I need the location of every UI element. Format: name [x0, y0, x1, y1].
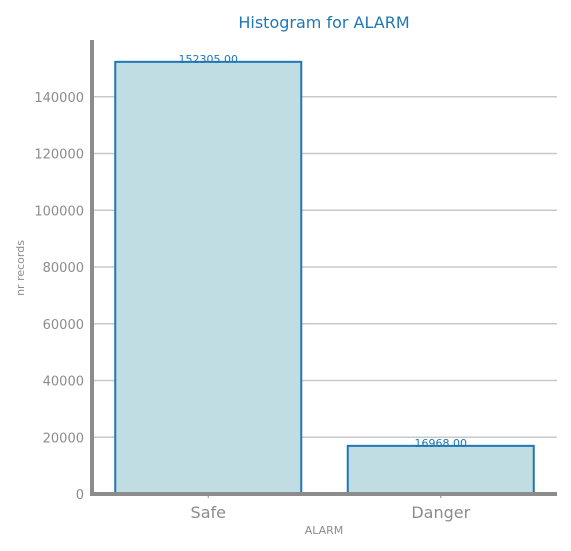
axes [90, 40, 557, 496]
x-axis-label: ALARM [305, 524, 344, 537]
y-tick-label: 0 [76, 488, 84, 503]
y-tick-label: 120000 [34, 148, 84, 163]
y-tick-label: 100000 [34, 204, 84, 219]
x-tick-label: Safe [191, 503, 226, 522]
y-tick-label: 60000 [43, 318, 84, 333]
y-tick-label: 40000 [43, 375, 84, 390]
data-labels: 152305.00 16968.00 [179, 53, 468, 450]
y-axis-label: nr records [14, 240, 27, 296]
y-tick-label: 80000 [43, 261, 84, 276]
x-tick-labels: Safe Danger [191, 494, 471, 522]
bars [114, 60, 535, 496]
data-label: 16968.00 [415, 437, 468, 450]
chart-title: Histogram for ALARM [238, 13, 409, 32]
y-tick-labels: 0 20000 40000 60000 80000 100000 120000 140000 [34, 91, 84, 503]
y-tick-label: 20000 [43, 431, 84, 446]
bar [346, 444, 535, 496]
x-tick-label: Danger [411, 503, 470, 522]
bar [114, 60, 303, 495]
y-tick-label: 140000 [34, 91, 84, 106]
data-label: 152305.00 [179, 53, 239, 66]
